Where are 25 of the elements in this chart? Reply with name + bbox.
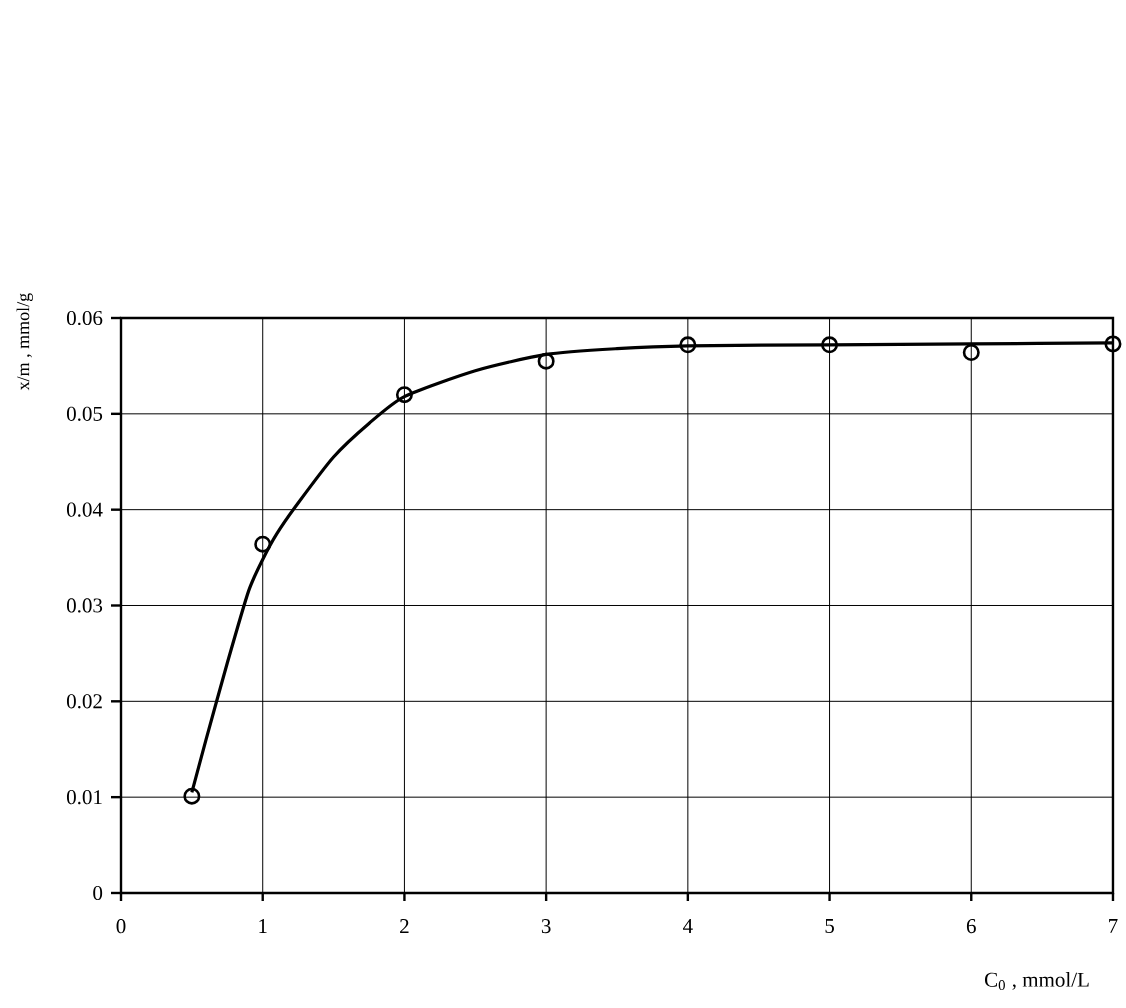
point — [183, 787, 201, 805]
x-tick-label: 2 — [400, 919, 409, 933]
point — [537, 352, 555, 370]
x-tick-label: 6 — [966, 919, 976, 934]
point — [1104, 335, 1122, 353]
y-tick-label: 0.05 — [66, 406, 103, 421]
x-tick-label: 3 — [541, 919, 551, 934]
point — [962, 344, 980, 361]
x-tick-label: 7 — [1109, 919, 1118, 933]
x-tick-label: 1 — [259, 919, 267, 933]
x-axis-title: C$_{0}$ , mmol/L — [984, 972, 1089, 991]
point — [679, 336, 697, 354]
point — [395, 386, 413, 404]
y-tick-label: 0.04 — [66, 502, 103, 517]
point — [254, 535, 272, 553]
y-tick-label: 0 — [93, 885, 103, 901]
x-tick-label: 4 — [683, 919, 693, 933]
point — [821, 336, 839, 354]
y-tick-label: 0.02 — [66, 694, 102, 709]
y-tick-label: 0.06 — [66, 310, 103, 326]
y-axis-title: x/m , mmol/g — [16, 293, 33, 391]
x-tick-label: 5 — [825, 919, 834, 934]
x-tick-label: 0 — [116, 919, 126, 934]
y-tick-label: 0.01 — [66, 790, 102, 805]
y-tick-label: 0.03 — [66, 598, 103, 613]
